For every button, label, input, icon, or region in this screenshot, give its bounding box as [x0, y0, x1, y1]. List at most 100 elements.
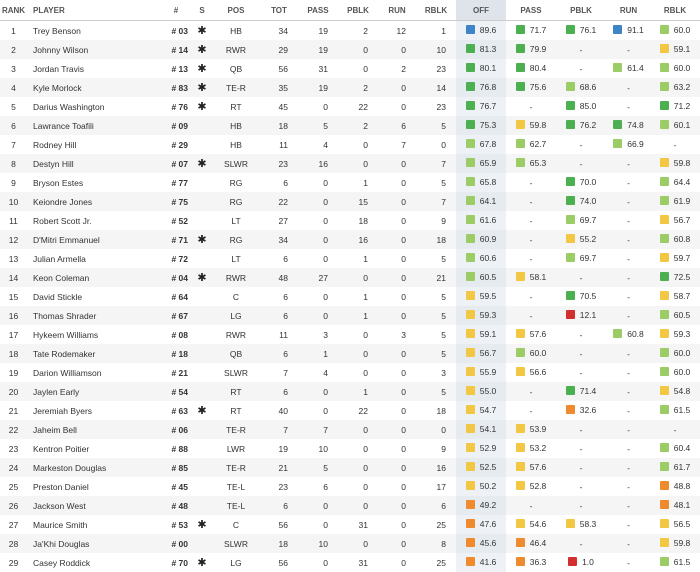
grade-swatch [659, 177, 669, 187]
cell: 1.0 [556, 553, 606, 572]
column-header: TOT [260, 0, 298, 21]
cell: 60.0 [651, 21, 699, 41]
cell: # 83 [160, 78, 192, 97]
cell: 6 [283, 177, 288, 188]
cell: 58.1 [506, 268, 556, 287]
cell: 0 [378, 534, 416, 553]
cell: 22 [358, 405, 368, 416]
cell: 6 [416, 496, 456, 515]
cell: # 18 [160, 344, 192, 363]
cell: 61.5 [651, 553, 699, 572]
cell: ✱ [192, 401, 212, 420]
cell: 60.0 [651, 363, 699, 382]
cell [192, 363, 212, 382]
grade-swatch [565, 101, 575, 111]
cell: 60.5 [651, 306, 699, 325]
grade-swatch [659, 329, 669, 339]
cell: - [627, 177, 630, 188]
cell: RWR [212, 268, 260, 287]
player-row: 19 Darion Williamson # 21 SLWR 7 4 0 0 3 55.9 56.6… [0, 363, 700, 382]
cell: 46.4 [506, 534, 556, 553]
grade-value: 52.8 [529, 480, 547, 491]
cell: - [651, 420, 699, 439]
grade-value: 69.7 [579, 214, 597, 225]
grade: 80.4 [515, 63, 546, 73]
grade-swatch [515, 44, 525, 54]
cell: 53.2 [506, 439, 556, 458]
cell: - [627, 443, 630, 454]
cell: Julian Armella [33, 253, 86, 264]
grade-swatch [465, 272, 475, 282]
starter-icon: ✱ [197, 557, 207, 569]
grade-swatch [465, 462, 475, 472]
cell: 0 [401, 253, 406, 264]
grade-value: 56.7 [673, 214, 691, 225]
grade-swatch [515, 367, 525, 377]
grade-value: 59.1 [479, 328, 497, 339]
grade-value: 60.5 [673, 309, 691, 320]
cell: 67.8 [456, 135, 506, 154]
cell: QB [212, 344, 260, 363]
grade: 49.2 [465, 500, 496, 510]
cell: 80.4 [506, 59, 556, 78]
grade: 1.0 [568, 557, 594, 567]
grade: 71.4 [565, 386, 596, 396]
cell: SLWR [212, 534, 260, 553]
grade-swatch [465, 82, 475, 92]
grade-swatch [465, 158, 475, 168]
cell: - [556, 458, 606, 477]
grade-value: 60.4 [673, 442, 691, 453]
grade: 60.0 [659, 63, 690, 73]
grade-swatch [465, 101, 475, 111]
grade-swatch [465, 44, 475, 54]
cell: TE-R [212, 458, 260, 477]
cell [192, 344, 212, 363]
grade-swatch [659, 272, 669, 282]
grade: 60.8 [613, 329, 644, 339]
cell: RWR [212, 40, 260, 59]
cell [192, 534, 212, 553]
cell: HB [212, 116, 260, 135]
grade: 74.0 [565, 196, 596, 206]
cell: 8 [0, 154, 27, 173]
grade-value: 56.5 [673, 518, 691, 529]
cell: 61.4 [606, 59, 651, 78]
grade-value: 52.9 [479, 442, 497, 453]
cell: - [556, 344, 606, 363]
grade: 91.1 [613, 25, 644, 35]
cell: 0 [401, 101, 406, 112]
grade-swatch [659, 234, 669, 244]
grade-value: 55.2 [579, 233, 597, 244]
grade-swatch [465, 481, 475, 491]
grade-swatch [613, 25, 623, 35]
grade: 76.8 [465, 82, 496, 92]
grade: 65.8 [465, 177, 496, 187]
grade-swatch [465, 348, 475, 358]
grade-value: 58.7 [673, 290, 691, 301]
grade-swatch [659, 101, 669, 111]
cell: 6 [378, 116, 416, 135]
cell: 57.6 [506, 325, 556, 344]
grade-swatch [659, 443, 669, 453]
column-header: RUN [606, 0, 651, 21]
cell: 12 [396, 25, 406, 36]
cell: 59.8 [651, 534, 699, 553]
cell: 19 [318, 25, 328, 36]
column-header: RANK [0, 0, 27, 21]
grade: 68.6 [565, 82, 596, 92]
cell: - [506, 230, 556, 249]
cell: - [627, 291, 630, 302]
cell: 3 [441, 367, 446, 378]
grade-value: 55.0 [479, 385, 497, 396]
cell: 3 [323, 329, 328, 340]
cell: # 71 [160, 230, 192, 249]
cell: 23 [8, 443, 19, 454]
cell: ✱ [192, 40, 212, 59]
cell: 6 [260, 306, 298, 325]
cell: 5 [298, 116, 338, 135]
grade: 60.9 [465, 234, 496, 244]
cell: 60.9 [456, 230, 506, 249]
grade: 80.1 [465, 63, 496, 73]
grade-value: 55.9 [479, 366, 497, 377]
cell: 8 [416, 534, 456, 553]
